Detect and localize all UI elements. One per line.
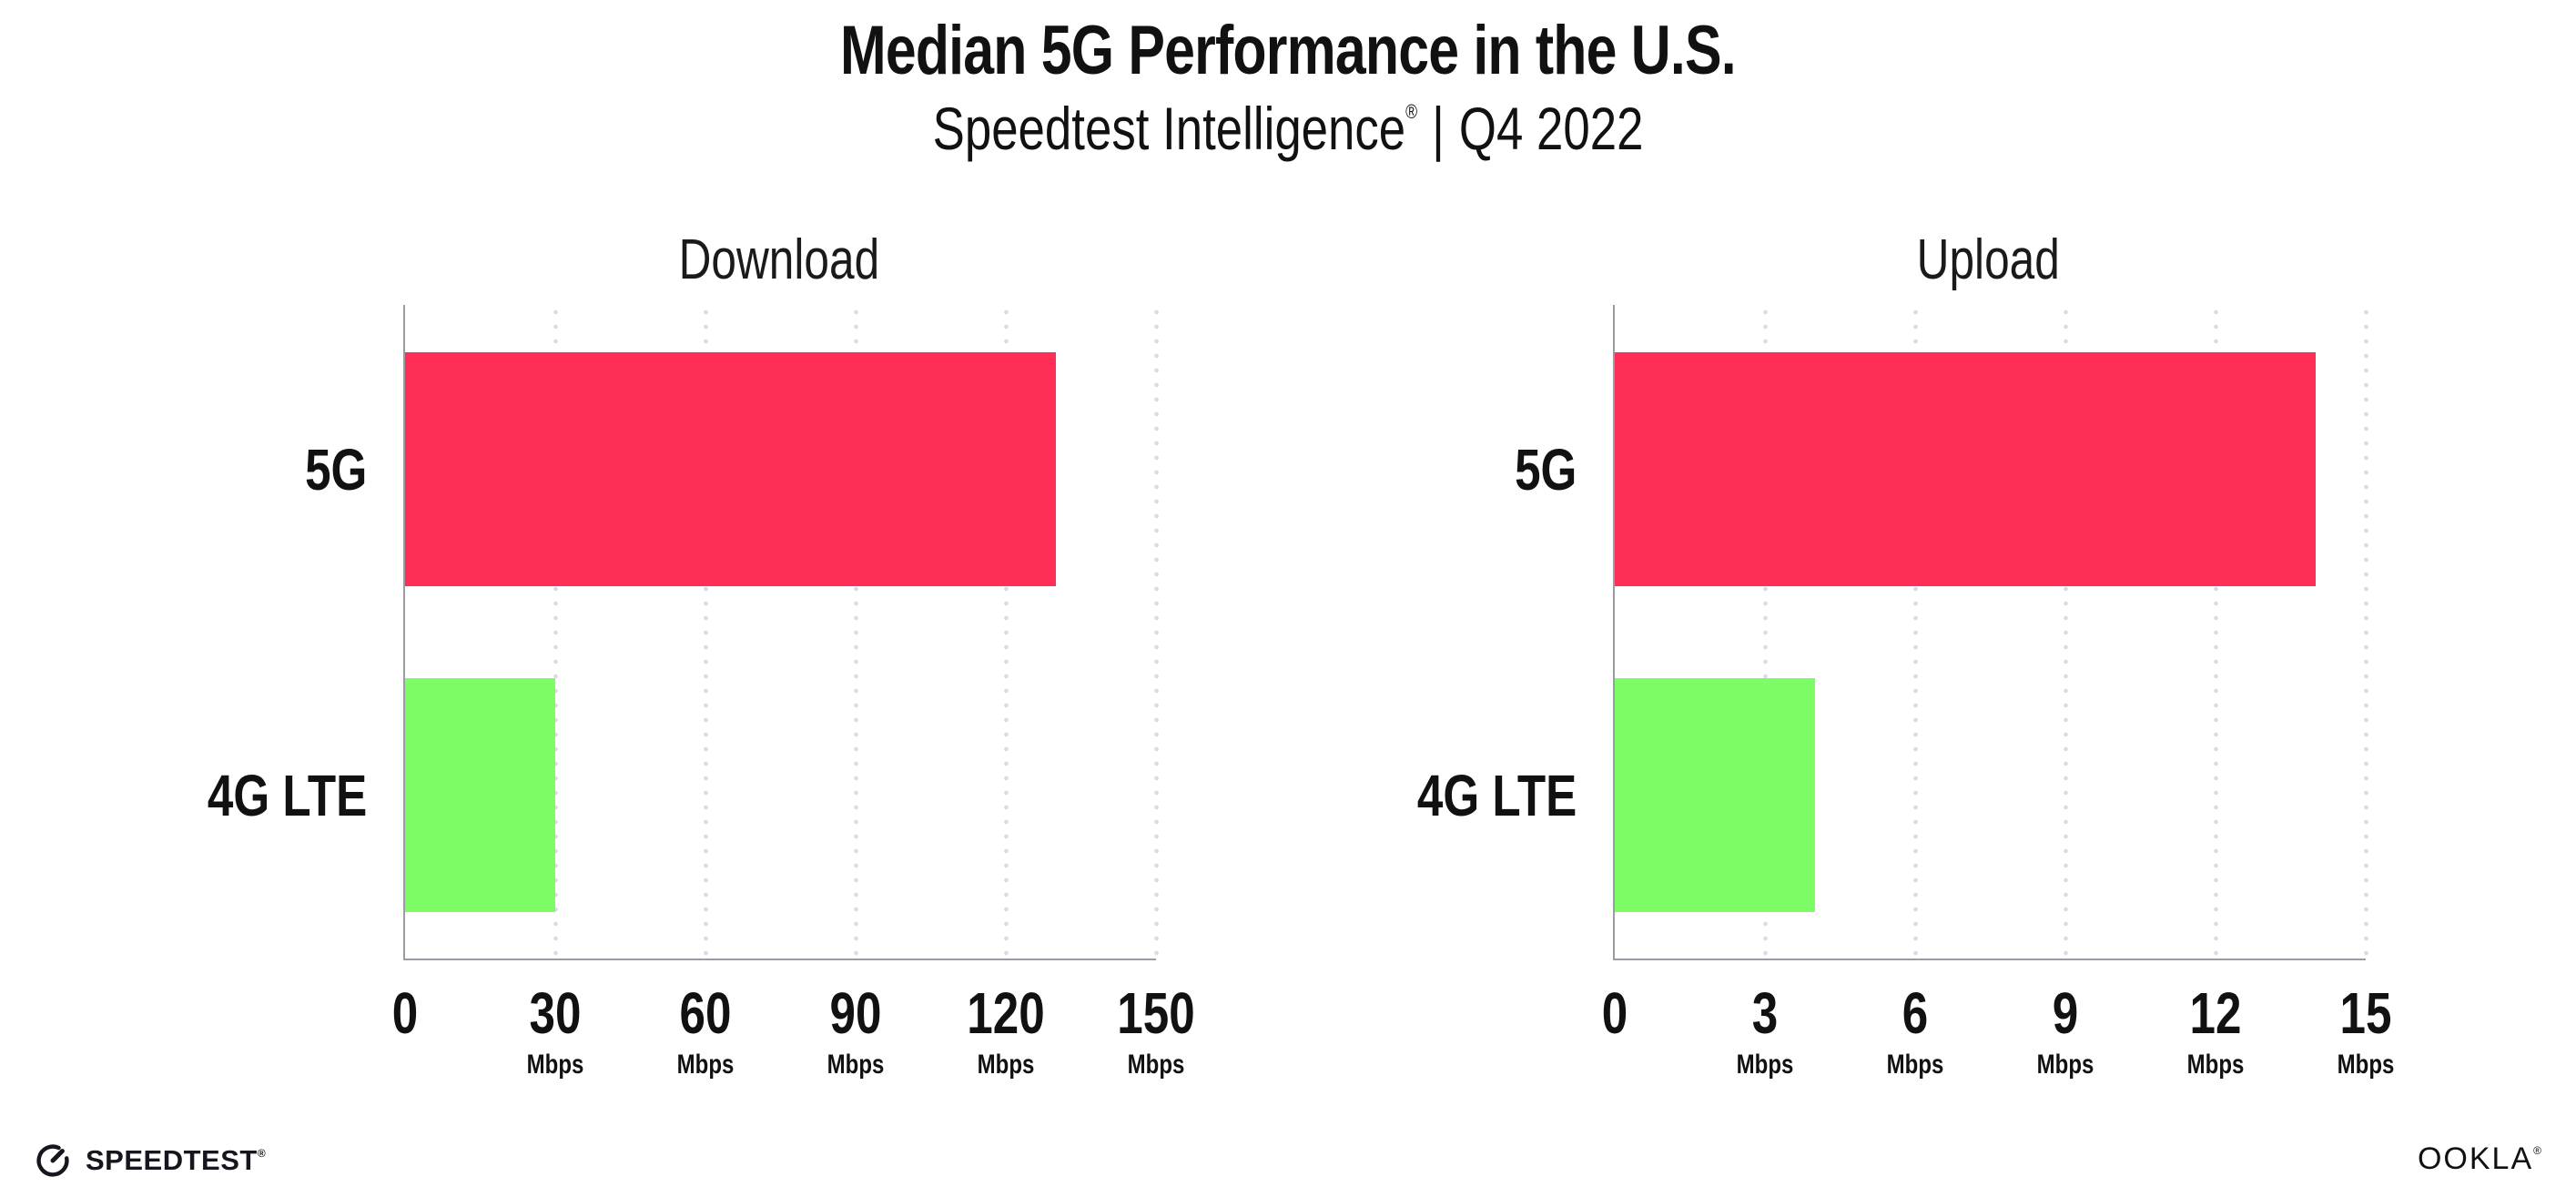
x-tick-unit: Mbps — [1886, 1050, 1944, 1080]
download-chart-title: Download — [678, 228, 879, 291]
x-tick-120: 120 Mbps — [967, 984, 1044, 1079]
speedtest-gauge-icon — [36, 1144, 69, 1177]
category-label-5g: 5G — [304, 436, 367, 502]
ookla-registered-icon: ® — [2533, 1144, 2543, 1157]
x-tick-value: 150 — [1117, 980, 1195, 1046]
x-tick-6: 6 Mbps — [1887, 984, 1944, 1079]
x-tick-90: 90 Mbps — [827, 984, 885, 1079]
gridline-90 — [853, 305, 858, 959]
x-tick-value: 30 — [529, 980, 582, 1046]
gridline-30 — [553, 305, 558, 959]
figure-header: Median 5G Performance in the U.S. Speedt… — [0, 16, 2576, 159]
x-tick-15: 15 Mbps — [2338, 984, 2395, 1079]
figure-title-text: Median 5G Performance in the U.S. — [840, 12, 1737, 89]
x-tick-value: 6 — [1902, 980, 1929, 1046]
x-tick-value: 0 — [1601, 980, 1628, 1046]
x-tick-value: 120 — [967, 980, 1045, 1046]
category-label-4g-lte: 4G LTE — [1416, 762, 1577, 828]
x-tick-3: 3 Mbps — [1737, 984, 1794, 1079]
download-plot-area: 0 30 Mbps 60 Mbps 90 Mbps 120 Mbps 150 Mbps 5G 4G LT… — [208, 305, 1195, 1079]
gridline-3 — [1762, 305, 1768, 959]
x-tick-30: 30 Mbps — [527, 984, 584, 1079]
speedtest-wordmark: SPEEDTEST® — [86, 1144, 267, 1176]
x-tick-unit: Mbps — [2036, 1050, 2094, 1080]
gridline-15 — [2363, 305, 2368, 959]
x-tick-value: 12 — [2189, 980, 2242, 1046]
speedtest-registered-icon: ® — [257, 1147, 267, 1160]
gridline-60 — [703, 305, 708, 959]
x-tick-150: 150 Mbps — [1117, 984, 1194, 1079]
bar-4g-lte — [405, 678, 555, 912]
x-tick-unit: Mbps — [1127, 1050, 1185, 1080]
x-tick-value: 60 — [679, 980, 732, 1046]
subtitle-brand: Speedtest Intelligence — [932, 95, 1406, 162]
category-label-4g-lte: 4G LTE — [207, 762, 367, 828]
gridline-120 — [1003, 305, 1009, 959]
figure-title: Median 5G Performance in the U.S. — [0, 16, 2576, 86]
bar-5g — [1615, 352, 2316, 586]
x-tick-unit: Mbps — [827, 1050, 885, 1080]
x-tick-0: 0 — [1602, 984, 1628, 1042]
subtitle-separator: | — [1432, 95, 1445, 162]
x-tick-value: 15 — [2339, 980, 2392, 1046]
category-label-5g: 5G — [1514, 436, 1577, 502]
x-tick-value: 3 — [1751, 980, 1779, 1046]
gridline-12 — [2213, 305, 2218, 959]
x-tick-9: 9 Mbps — [2037, 984, 2094, 1079]
x-tick-unit: Mbps — [526, 1050, 584, 1080]
x-tick-unit: Mbps — [2186, 1050, 2245, 1080]
x-tick-unit: Mbps — [2337, 1050, 2395, 1080]
x-tick-unit: Mbps — [676, 1050, 735, 1080]
x-tick-value: 9 — [2052, 980, 2079, 1046]
registered-mark-icon: ® — [1405, 100, 1418, 123]
subtitle-period: Q4 2022 — [1458, 95, 1644, 162]
figure-subtitle: Speedtest Intelligence® | Q4 2022 — [0, 98, 2576, 158]
x-tick-unit: Mbps — [1736, 1050, 1794, 1080]
x-tick-value: 90 — [829, 980, 882, 1046]
x-tick-unit: Mbps — [977, 1050, 1035, 1080]
bar-5g — [405, 352, 1056, 586]
upload-chart-title: Upload — [1916, 228, 2061, 291]
x-tick-12: 12 Mbps — [2187, 984, 2245, 1079]
gridline-9 — [2063, 305, 2068, 959]
gridline-6 — [1912, 305, 1918, 959]
speedtest-logo: SPEEDTEST® — [33, 1141, 266, 1181]
x-tick-60: 60 Mbps — [677, 984, 735, 1079]
ookla-wordmark: OOKLA — [2417, 1141, 2534, 1176]
ookla-logo: OOKLA® — [2418, 1141, 2543, 1177]
x-tick-value: 0 — [391, 980, 419, 1046]
gridline-150 — [1153, 305, 1159, 959]
bar-4g-lte — [1615, 678, 1815, 912]
figure-subtitle-text: Speedtest Intelligence® | Q4 2022 — [933, 98, 1644, 158]
upload-plot-area: 0 3 Mbps 6 Mbps 9 Mbps 12 Mbps 15 Mbps 5G 4G LTE — [1417, 305, 2394, 1079]
x-tick-0: 0 — [392, 984, 418, 1042]
